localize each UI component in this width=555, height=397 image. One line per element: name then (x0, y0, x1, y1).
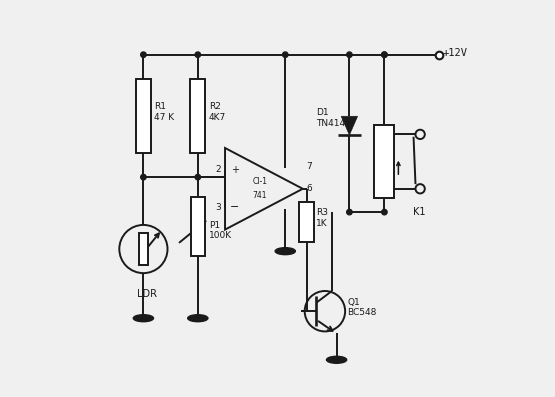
Bar (139, 233, 148, 265)
Circle shape (282, 52, 288, 58)
Text: K1: K1 (413, 207, 426, 217)
Bar (136, 79, 151, 152)
Bar (374, 125, 395, 198)
Text: 2: 2 (215, 165, 221, 174)
Bar (299, 202, 314, 242)
Text: CI-1: CI-1 (253, 177, 268, 186)
Text: +: + (231, 166, 239, 175)
Ellipse shape (188, 315, 208, 322)
Text: D1
TN4148: D1 TN4148 (316, 108, 351, 127)
Text: R2
4K7: R2 4K7 (209, 102, 226, 122)
Text: LDR: LDR (137, 289, 157, 299)
Circle shape (195, 174, 200, 180)
Text: P1
100K: P1 100K (209, 221, 232, 240)
Text: R1
47 K: R1 47 K (154, 102, 174, 122)
Circle shape (140, 52, 146, 58)
Circle shape (382, 209, 387, 215)
Ellipse shape (133, 315, 154, 322)
Bar (190, 79, 205, 152)
Circle shape (140, 174, 146, 180)
Text: 4: 4 (307, 207, 312, 216)
Circle shape (347, 52, 352, 58)
Text: Q1
BC548: Q1 BC548 (347, 298, 377, 317)
Circle shape (382, 52, 387, 58)
Bar (191, 197, 205, 256)
Text: 6: 6 (307, 184, 312, 193)
Circle shape (195, 52, 200, 58)
Ellipse shape (326, 356, 347, 363)
Text: R3
1K: R3 1K (316, 208, 329, 227)
Circle shape (347, 209, 352, 215)
Ellipse shape (275, 248, 295, 254)
Text: −: − (230, 202, 239, 212)
Circle shape (382, 52, 387, 58)
Text: 7: 7 (307, 162, 312, 171)
Text: 3: 3 (215, 204, 221, 212)
Text: 741: 741 (253, 191, 268, 200)
Polygon shape (341, 116, 357, 135)
Text: +12V: +12V (443, 48, 468, 58)
